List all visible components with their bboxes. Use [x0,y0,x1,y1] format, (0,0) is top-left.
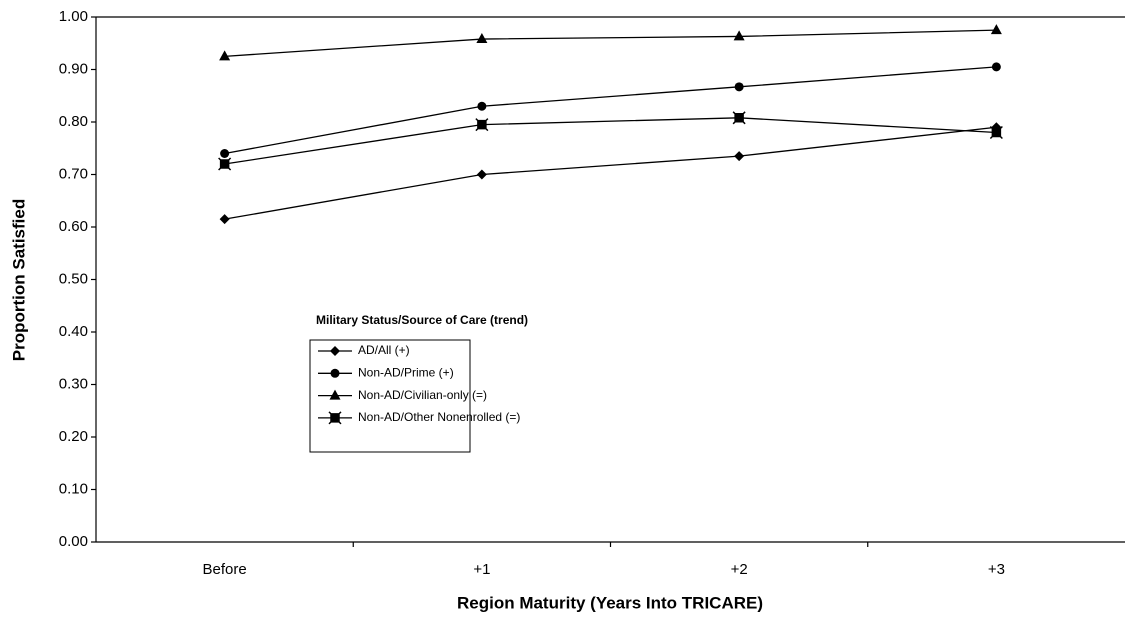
y-tick-label: 0.30 [59,375,88,392]
y-tick-label: 0.10 [59,480,88,497]
legend-label: AD/All (+) [358,343,410,357]
data-point [476,169,487,180]
y-tick-label: 0.20 [59,428,88,445]
data-point [732,111,746,125]
y-tick-label: 0.70 [59,165,88,182]
series-line [224,126,997,220]
legend-label: Non-AD/Prime (+) [358,365,454,379]
legend-label: Non-AD/Other Nonenrolled (=) [358,410,520,424]
legend-marker [328,411,342,425]
x-tick-label: +1 [473,561,490,578]
y-tick-label: 1.00 [59,8,88,25]
legend-marker [330,346,340,356]
data-point [219,50,231,61]
legend-marker [330,368,340,378]
x-tick-label: +2 [731,561,748,578]
data-point [475,118,489,132]
y-tick-label: 0.60 [59,218,88,235]
y-tick-label: 0.90 [59,60,88,77]
data-point [220,149,230,158]
data-point [733,30,745,41]
data-point [734,151,745,162]
x-tick-label: Before [203,561,247,578]
y-axis-title: Proportion Satisfied [9,199,28,361]
x-axis-title: Region Maturity (Years Into TRICARE) [457,593,763,612]
legend-label: Non-AD/Civilian-only (=) [358,388,487,402]
series-line [224,66,997,155]
y-tick-label: 0.80 [59,113,88,130]
y-tick-label: 0.00 [59,533,88,550]
y-tick-label: 0.40 [59,323,88,340]
y-tick-label: 0.50 [59,270,88,287]
data-point [476,33,488,44]
x-tick-label: +3 [988,561,1005,578]
series-line [224,117,997,165]
data-point [218,157,232,171]
data-point [219,214,230,225]
data-point [990,24,1002,35]
data-point [989,125,1003,140]
data-point [991,62,1001,72]
series-line [224,29,997,58]
data-point [477,101,487,111]
data-point [734,82,744,92]
legend-title: Military Status/Source of Care (trend) [316,313,528,327]
legend-marker [329,389,341,400]
